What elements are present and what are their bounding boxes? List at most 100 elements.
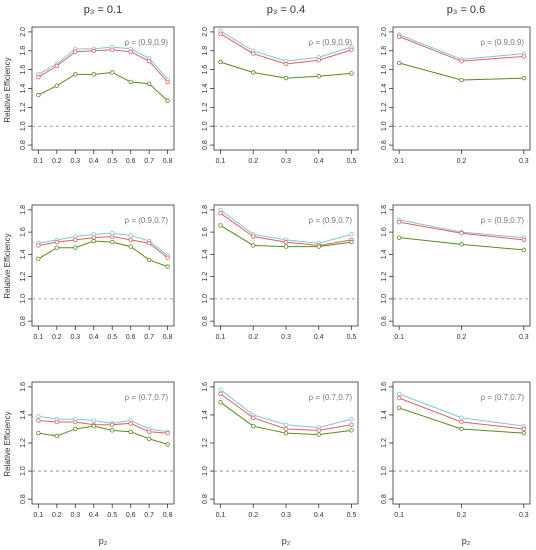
x-tick-label: 0.3 [281, 158, 291, 165]
y-tick-label: 1.2 [20, 438, 27, 448]
data-point-red [54, 239, 60, 245]
y-tick-label: 1.6 [202, 65, 209, 75]
rho-annotation: ρ = (0.7,0.7) [481, 393, 525, 402]
series-line-blue [38, 232, 168, 256]
y-tick-label: 1.0 [381, 294, 388, 304]
data-point-red [146, 241, 152, 246]
data-point-red [459, 231, 464, 236]
x-tick-label: 0.1 [394, 334, 404, 341]
y-tick-label: 1.2 [202, 272, 209, 282]
data-point-green [146, 257, 152, 263]
x-tick-label: 0.2 [52, 512, 62, 519]
y-tick-label: 1.6 [20, 227, 27, 237]
data-point-green [316, 74, 321, 79]
x-tick-label: 0.1 [394, 512, 404, 519]
x-axis-label-col-2: p₂ [282, 536, 291, 546]
y-tick-label: 1.2 [202, 438, 209, 448]
x-tick-label: 0.4 [314, 334, 324, 341]
data-point-red [110, 47, 115, 53]
y-tick-label: 1.4 [202, 249, 209, 259]
data-point-blue [459, 415, 464, 420]
rho-annotation: ρ = (0.9,0.7) [481, 216, 525, 225]
y-tick-label: 1.6 [381, 227, 388, 237]
chart-panel-7: 0.8 1.0 1.2 1.4 1.6 0.1 0.2 0.3 0.4 0.5 0.6 0.7 0.8 ρ… [20, 381, 175, 519]
data-point-red [459, 419, 464, 425]
data-point-red [128, 421, 133, 426]
data-point-red [36, 418, 41, 423]
data-point-green [396, 235, 402, 240]
data-point-red [349, 47, 354, 53]
chart-panel-5: 0.8 1.0 1.2 1.4 1.6 1.8 0.1 0.2 0.3 0.4 0.5 ρ = (0.… [202, 204, 359, 341]
x-tick-label: 0.1 [34, 158, 44, 165]
data-point-red [316, 58, 321, 63]
column-title-3: p₃ = 0.6 [447, 4, 485, 16]
data-point-green [396, 405, 402, 411]
x-tick-label: 0.1 [394, 158, 404, 165]
data-point-green [283, 75, 289, 81]
data-point-green [521, 430, 527, 436]
x-tick-label: 0.4 [314, 512, 324, 519]
data-point-green [91, 423, 96, 429]
data-point-red [218, 391, 223, 397]
x-tick-label: 0.7 [144, 158, 154, 165]
rho-annotation: ρ = (0.9,0.9) [309, 38, 353, 47]
chart-panel-8: 0.8 1.0 1.2 1.4 1.6 0.1 0.2 0.3 0.4 0.5 ρ = (0.7,0… [202, 381, 359, 519]
data-point-red [521, 426, 527, 432]
y-tick-label: 1.6 [202, 382, 209, 392]
x-tick-label: 0.2 [457, 334, 467, 341]
series-line-green [38, 425, 168, 445]
y-tick-label: 0.8 [20, 494, 27, 504]
y-tick-label: 1.4 [381, 84, 388, 94]
data-point-red [165, 430, 170, 436]
data-point-red [396, 34, 402, 39]
data-point-green [165, 264, 170, 269]
x-tick-label: 0.3 [70, 334, 80, 341]
data-point-green [146, 436, 152, 441]
y-tick-label: 1.8 [20, 46, 27, 56]
rho-annotation: ρ = (0.9,0.9) [481, 38, 525, 47]
data-point-red [283, 239, 289, 245]
series-line-blue [38, 415, 168, 433]
y-tick-label: 1.4 [202, 410, 209, 420]
chart-panel-4: 0.8 1.0 1.2 1.4 1.6 1.8 0.1 0.2 0.3 0.4 0.5 0.6 0.7 0… [20, 204, 175, 341]
x-tick-label: 0.2 [52, 158, 62, 165]
y-tick-label: 1.4 [202, 84, 209, 94]
data-point-green [349, 428, 354, 433]
data-point-green [283, 430, 289, 436]
data-point-green [36, 92, 41, 98]
data-point-green [218, 223, 223, 228]
data-point-blue [218, 387, 223, 392]
x-tick-label: 0.4 [314, 158, 324, 165]
data-point-red [396, 395, 402, 401]
y-tick-label: 0.8 [202, 494, 209, 504]
x-tick-label: 0.6 [126, 512, 136, 519]
y-tick-label: 1.2 [381, 272, 388, 282]
y-tick-label: 1.8 [381, 205, 388, 215]
x-tick-label: 0.4 [89, 512, 99, 519]
rho-annotation: ρ = (0.7,0.7) [125, 393, 169, 402]
x-tick-label: 0.4 [89, 334, 99, 341]
y-tick-label: 1.4 [20, 84, 27, 94]
x-tick-label: 0.2 [457, 158, 467, 165]
x-tick-label: 0.6 [126, 334, 136, 341]
data-point-green [110, 428, 115, 433]
y-tick-label: 2.0 [381, 27, 388, 37]
y-tick-label: 1.8 [202, 46, 209, 56]
chart-panel-9: 0.8 1.0 1.2 1.4 1.6 0.1 0.2 0.3 ρ = (0.7,0.7) [381, 381, 531, 519]
data-point-red [36, 243, 41, 248]
y-tick-label: 1.8 [20, 205, 27, 215]
data-point-red [521, 237, 527, 243]
data-point-red [165, 255, 170, 260]
data-point-blue [349, 232, 354, 237]
data-point-blue [349, 416, 354, 422]
y-tick-label: 1.8 [202, 205, 209, 215]
rho-annotation: ρ = (0.9,0.7) [309, 216, 353, 225]
data-point-green [91, 72, 96, 77]
data-point-green [349, 239, 354, 245]
data-point-green [110, 239, 115, 245]
x-tick-label: 0.5 [107, 512, 117, 519]
data-point-red [396, 219, 402, 225]
data-point-green [521, 75, 527, 81]
y-tick-label: 1.2 [381, 102, 388, 112]
